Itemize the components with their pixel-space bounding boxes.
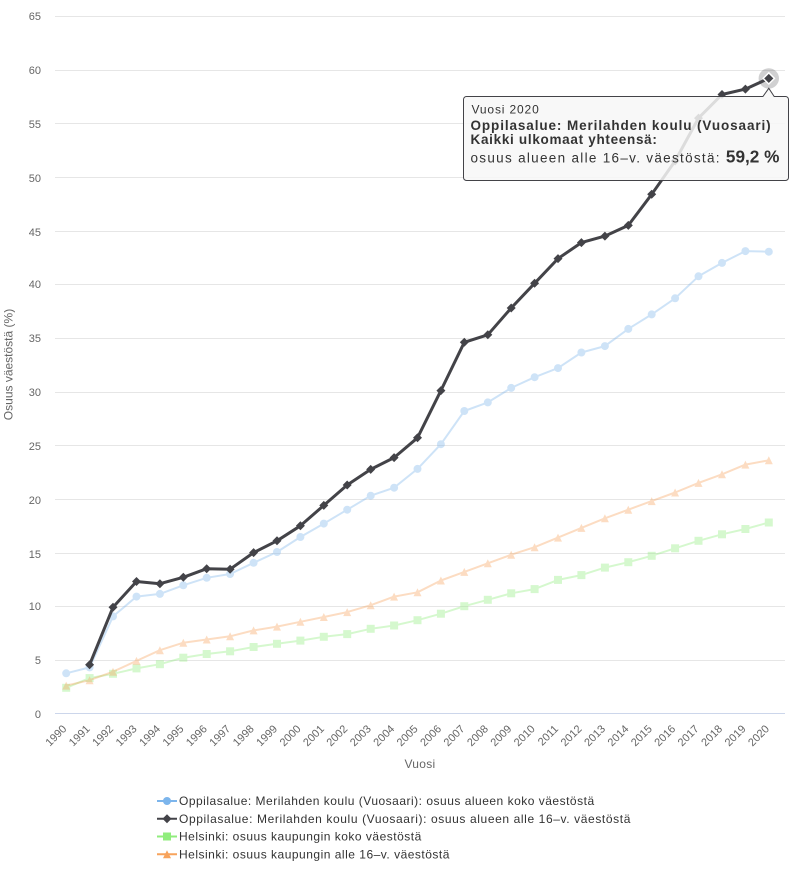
svg-text:65: 65 (29, 11, 41, 23)
svg-text:Helsinki: osuus kaupungin alle: Helsinki: osuus kaupungin alle 16–v. väe… (179, 848, 450, 862)
svg-text:osuus alueen alle 16–v. väestö: osuus alueen alle 16–v. väestöstä: 59,2 … (471, 147, 780, 167)
svg-text:Vuosi 2020: Vuosi 2020 (472, 103, 540, 117)
svg-text:0: 0 (35, 709, 41, 721)
svg-text:35: 35 (29, 333, 41, 345)
svg-text:Kaikki ulkomaat yhteensä:: Kaikki ulkomaat yhteensä: (471, 132, 658, 147)
svg-text:10: 10 (29, 601, 41, 613)
svg-text:50: 50 (29, 173, 41, 185)
svg-text:45: 45 (29, 227, 41, 239)
svg-text:5: 5 (35, 655, 41, 667)
svg-text:Oppilasalue: Merilahden koulu: Oppilasalue: Merilahden koulu (Vuosaari)… (179, 812, 631, 826)
svg-text:40: 40 (29, 279, 41, 291)
svg-text:Oppilasalue: Merilahden koulu: Oppilasalue: Merilahden koulu (Vuosaari)… (179, 794, 595, 808)
svg-text:Osuus väestöstä (%): Osuus väestöstä (%) (2, 309, 16, 420)
svg-text:Oppilasalue: Merilahden koulu: Oppilasalue: Merilahden koulu (Vuosaari) (471, 118, 772, 133)
svg-text:Vuosi: Vuosi (404, 757, 435, 771)
svg-text:20: 20 (29, 495, 41, 507)
svg-text:55: 55 (29, 119, 41, 131)
svg-text:25: 25 (29, 441, 41, 453)
svg-text:15: 15 (29, 549, 41, 561)
svg-text:30: 30 (29, 387, 41, 399)
svg-text:Helsinki: osuus kaupungin koko: Helsinki: osuus kaupungin koko väestöstä (179, 830, 422, 844)
svg-text:60: 60 (29, 65, 41, 77)
